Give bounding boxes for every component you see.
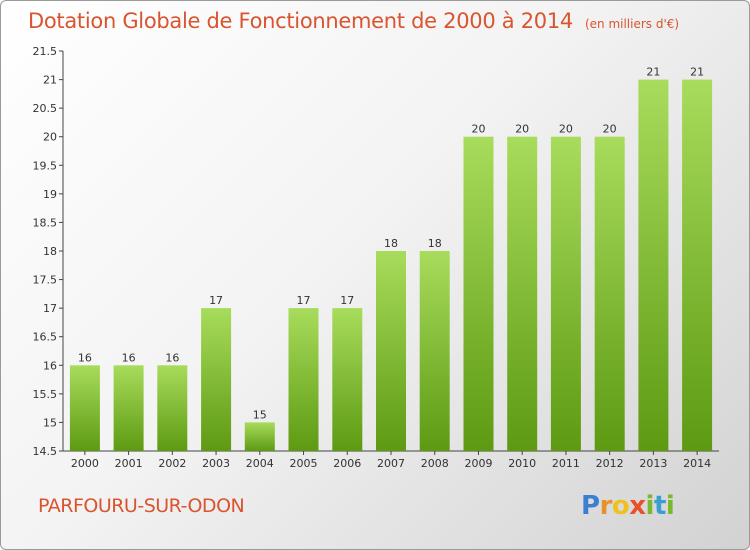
logo-letter: i [665, 491, 675, 521]
bar-2010 [507, 136, 538, 451]
bar-2001 [113, 365, 144, 451]
y-tick-label: 18.5 [33, 216, 58, 229]
bar-2007 [376, 251, 406, 451]
x-tick-label: 2007 [377, 457, 405, 470]
data-label: 16 [165, 351, 179, 364]
commune-name: PARFOURU-SUR-ODON [38, 495, 245, 517]
y-tick-label: 19 [43, 188, 57, 201]
bar-2011 [550, 136, 581, 451]
x-tick-label: 2008 [421, 457, 449, 470]
logo-letter: t [653, 491, 666, 521]
bar-2004 [244, 422, 275, 451]
bar-2012 [594, 136, 625, 451]
bar-2003 [201, 308, 232, 451]
proxiti-logo: Proxiti [581, 491, 675, 521]
x-tick-label: 2003 [202, 457, 230, 470]
data-label: 20 [559, 123, 573, 136]
data-label: 16 [78, 351, 92, 364]
chart-axes: 14.5 15 15.5 16 16.5 17 17.5 18 18.5 19 19.5 20 20.5… [33, 45, 719, 470]
bar-2014 [682, 79, 713, 451]
y-tick-label: 15.5 [33, 388, 58, 401]
data-label: 20 [471, 123, 485, 136]
data-label: 21 [690, 66, 704, 79]
x-tick-label: 2014 [683, 457, 711, 470]
logo-letter: P [581, 491, 600, 521]
x-tick-label: 2000 [71, 457, 99, 470]
x-tick-label: 2002 [158, 457, 186, 470]
logo-letter: o [611, 491, 630, 521]
x-tick-label: 2011 [552, 457, 580, 470]
data-label: 17 [340, 294, 354, 307]
logo-letter: x [629, 491, 646, 521]
x-tick-label: 2012 [596, 457, 624, 470]
y-tick-label: 21.5 [33, 45, 58, 58]
data-label: 16 [122, 351, 136, 364]
chart-unit-label: (en milliers d'€) [584, 17, 680, 31]
x-tick-label: 2004 [246, 457, 274, 470]
data-label: 15 [253, 408, 267, 421]
x-tick-label: 2009 [464, 457, 492, 470]
data-label: 17 [209, 294, 223, 307]
data-label: 18 [384, 237, 398, 250]
x-tick-label: 2005 [290, 457, 318, 470]
bar-2013 [638, 79, 669, 451]
bar-2009 [463, 136, 494, 451]
chart-bars [69, 79, 713, 451]
data-label: 17 [297, 294, 311, 307]
y-tick-label: 16 [43, 359, 57, 372]
logo-letter: r [599, 491, 613, 521]
x-tick-label: 2010 [508, 457, 536, 470]
y-tick-label: 20 [43, 131, 57, 144]
data-label: 18 [428, 237, 442, 250]
bar-2008 [419, 251, 450, 451]
y-tick-label: 16.5 [33, 331, 58, 344]
x-tick-label: 2001 [115, 457, 143, 470]
y-tick-label: 15 [43, 416, 57, 429]
y-tick-label: 20.5 [33, 102, 58, 115]
y-tick-label: 18 [43, 245, 57, 258]
logo-letter: i [645, 491, 655, 521]
x-tick-label: 2006 [333, 457, 361, 470]
bar-2006 [332, 308, 363, 451]
y-tick-label: 19.5 [33, 159, 58, 172]
data-label: 20 [515, 123, 529, 136]
chart-title-text: Dotation Globale de Fonctionnement de 20… [28, 9, 573, 33]
y-tick-label: 21 [43, 74, 57, 87]
chart-data-labels: 16 16 16 17 15 17 17 18 18 20 20 20 20 21 21 [78, 66, 704, 422]
bar-2005 [288, 308, 319, 451]
data-label: 20 [603, 123, 617, 136]
chart-title: Dotation Globale de Fonctionnement de 20… [28, 9, 679, 33]
data-label: 21 [646, 66, 660, 79]
y-tick-label: 17 [43, 302, 57, 315]
bar-2000 [69, 365, 100, 451]
bar-2002 [157, 365, 188, 451]
y-tick-label: 17.5 [33, 274, 58, 287]
x-tick-label: 2013 [639, 457, 667, 470]
y-tick-label: 14.5 [33, 445, 58, 458]
